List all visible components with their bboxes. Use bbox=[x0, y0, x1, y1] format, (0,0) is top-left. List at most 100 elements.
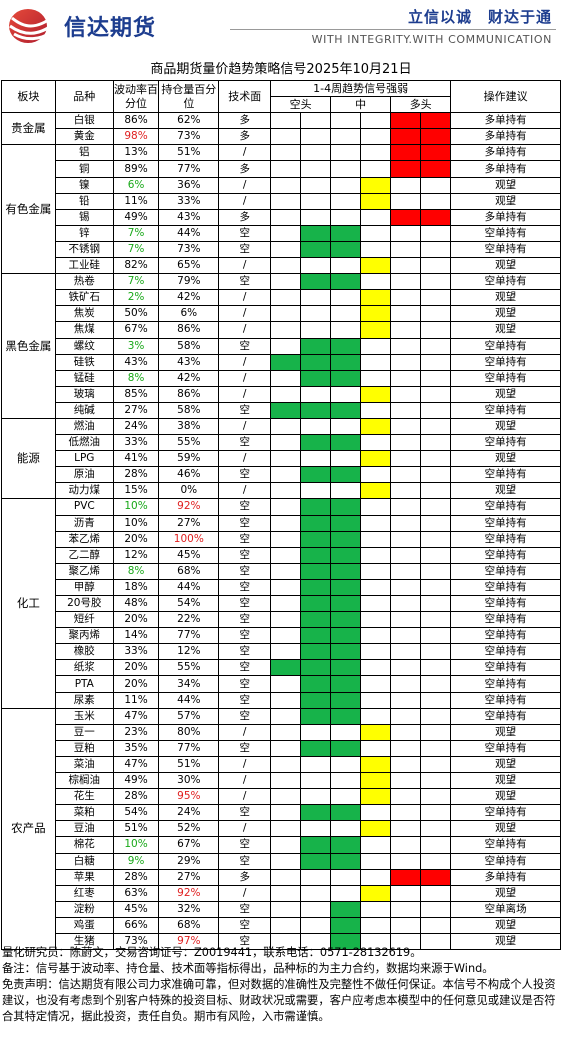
advice-cell: 空单持有 bbox=[450, 401, 561, 419]
signal-cell bbox=[330, 530, 362, 548]
open-interest-cell: 12% bbox=[158, 643, 220, 661]
signal-cell bbox=[330, 868, 362, 886]
advice-cell: 观望 bbox=[450, 916, 561, 934]
signal-cell bbox=[360, 691, 392, 709]
variety-cell: 甲醇 bbox=[54, 578, 114, 597]
variety-cell: 豆粕 bbox=[54, 739, 114, 757]
advice-cell: 空单持有 bbox=[450, 514, 561, 532]
signal-cell bbox=[270, 739, 302, 757]
signal-cell bbox=[390, 369, 422, 387]
open-interest-cell: 22% bbox=[158, 611, 220, 629]
signal-cell bbox=[300, 772, 332, 790]
variety-cell: 聚乙烯 bbox=[54, 562, 114, 580]
signal-cell bbox=[390, 128, 422, 146]
advice-cell: 观望 bbox=[450, 450, 561, 468]
signal-cell bbox=[300, 160, 332, 178]
signal-cell bbox=[420, 932, 452, 951]
signal-cell bbox=[270, 514, 302, 532]
signal-cell bbox=[330, 820, 362, 838]
signal-cell bbox=[390, 305, 422, 323]
signal-cell bbox=[420, 852, 452, 870]
signal-cell bbox=[270, 755, 302, 774]
signal-cell bbox=[420, 289, 452, 307]
volatility-cell: 3% bbox=[112, 337, 160, 355]
open-interest-cell: 42% bbox=[158, 369, 220, 387]
open-interest-cell: 33% bbox=[158, 192, 220, 210]
volatility-cell: 54% bbox=[112, 804, 160, 822]
open-interest-cell: 46% bbox=[158, 466, 220, 484]
signal-cell bbox=[360, 128, 392, 146]
signal-cell bbox=[300, 401, 332, 419]
volatility-cell: 20% bbox=[112, 659, 160, 677]
signal-cell bbox=[330, 289, 362, 307]
signal-cell bbox=[360, 675, 392, 693]
technical-cell: 空 bbox=[218, 498, 272, 516]
open-interest-cell: 6% bbox=[158, 305, 220, 323]
variety-cell: 白银 bbox=[54, 112, 114, 130]
volatility-cell: 28% bbox=[112, 868, 160, 886]
signal-cell bbox=[330, 353, 362, 371]
table-row: 沥青 10% 27% 空 空单持有 bbox=[2, 514, 561, 532]
signal-cell bbox=[300, 466, 332, 484]
technical-cell: 空 bbox=[218, 224, 272, 242]
signal-cell bbox=[300, 755, 332, 774]
signal-cell bbox=[360, 594, 392, 613]
table-row: 甲醇 18% 44% 空 空单持有 bbox=[2, 578, 561, 597]
open-interest-cell: 79% bbox=[158, 273, 220, 291]
variety-cell: PTA bbox=[54, 675, 114, 693]
open-interest-cell: 24% bbox=[158, 804, 220, 822]
volatility-cell: 6% bbox=[112, 176, 160, 194]
advice-cell: 空单持有 bbox=[450, 369, 561, 387]
table-row: 玻璃 85% 86% / 观望 bbox=[2, 385, 561, 403]
signal-cell bbox=[300, 675, 332, 693]
variety-cell: 燃油 bbox=[54, 417, 114, 436]
signal-cell bbox=[390, 691, 422, 709]
advice-cell: 观望 bbox=[450, 321, 561, 339]
signal-cell bbox=[360, 466, 392, 484]
table-row: 锡 49% 43% 多 多单持有 bbox=[2, 208, 561, 226]
variety-cell: 焦煤 bbox=[54, 321, 114, 339]
header-volatility: 波动率百分位 bbox=[112, 79, 160, 114]
signal-cell bbox=[420, 611, 452, 629]
signal-cell bbox=[330, 514, 362, 532]
signal-cell bbox=[330, 723, 362, 741]
signal-cell bbox=[330, 578, 362, 597]
signal-cell bbox=[360, 739, 392, 757]
signal-cell bbox=[420, 772, 452, 790]
variety-cell: 红枣 bbox=[54, 884, 114, 902]
variety-cell: 焦炭 bbox=[54, 305, 114, 323]
signal-cell bbox=[390, 208, 422, 226]
table-row: 花生 28% 95% / 观望 bbox=[2, 788, 561, 806]
table-header: 板块 品种 波动率百分位 持仓量百分位 技术面 1-4周趋势信号强弱 操作建议 … bbox=[1, 79, 561, 114]
signal-cell bbox=[270, 659, 302, 677]
signal-cell bbox=[390, 321, 422, 339]
advice-cell: 多单持有 bbox=[450, 112, 561, 130]
table-row: 菜油 47% 51% / 观望 bbox=[2, 755, 561, 774]
volatility-cell: 86% bbox=[112, 112, 160, 130]
variety-cell: 聚丙烯 bbox=[54, 627, 114, 645]
volatility-cell: 28% bbox=[112, 788, 160, 806]
signal-cell bbox=[330, 257, 362, 275]
signal-cell bbox=[300, 707, 332, 725]
variety-cell: 苯乙烯 bbox=[54, 530, 114, 548]
table-row: 锰硅 8% 42% / 空单持有 bbox=[2, 369, 561, 387]
signal-cell bbox=[360, 176, 392, 194]
signal-cell bbox=[330, 208, 362, 226]
signal-cell bbox=[270, 772, 302, 790]
signal-cell bbox=[420, 337, 452, 355]
variety-cell: 玉米 bbox=[54, 707, 114, 725]
volatility-cell: 50% bbox=[112, 305, 160, 323]
signal-cell bbox=[330, 337, 362, 355]
signal-cell bbox=[270, 852, 302, 870]
table-row: 黄金 98% 73% 多 多单持有 bbox=[2, 128, 561, 146]
open-interest-cell: 65% bbox=[158, 257, 220, 275]
signal-cell bbox=[330, 852, 362, 870]
signal-cell bbox=[300, 562, 332, 580]
variety-cell: 锰硅 bbox=[54, 369, 114, 387]
signal-cell bbox=[360, 514, 392, 532]
header-short: 空头 bbox=[270, 96, 332, 114]
signal-cell bbox=[360, 208, 392, 226]
volatility-cell: 7% bbox=[112, 224, 160, 242]
signal-cell bbox=[330, 916, 362, 934]
signal-cell bbox=[270, 417, 302, 436]
